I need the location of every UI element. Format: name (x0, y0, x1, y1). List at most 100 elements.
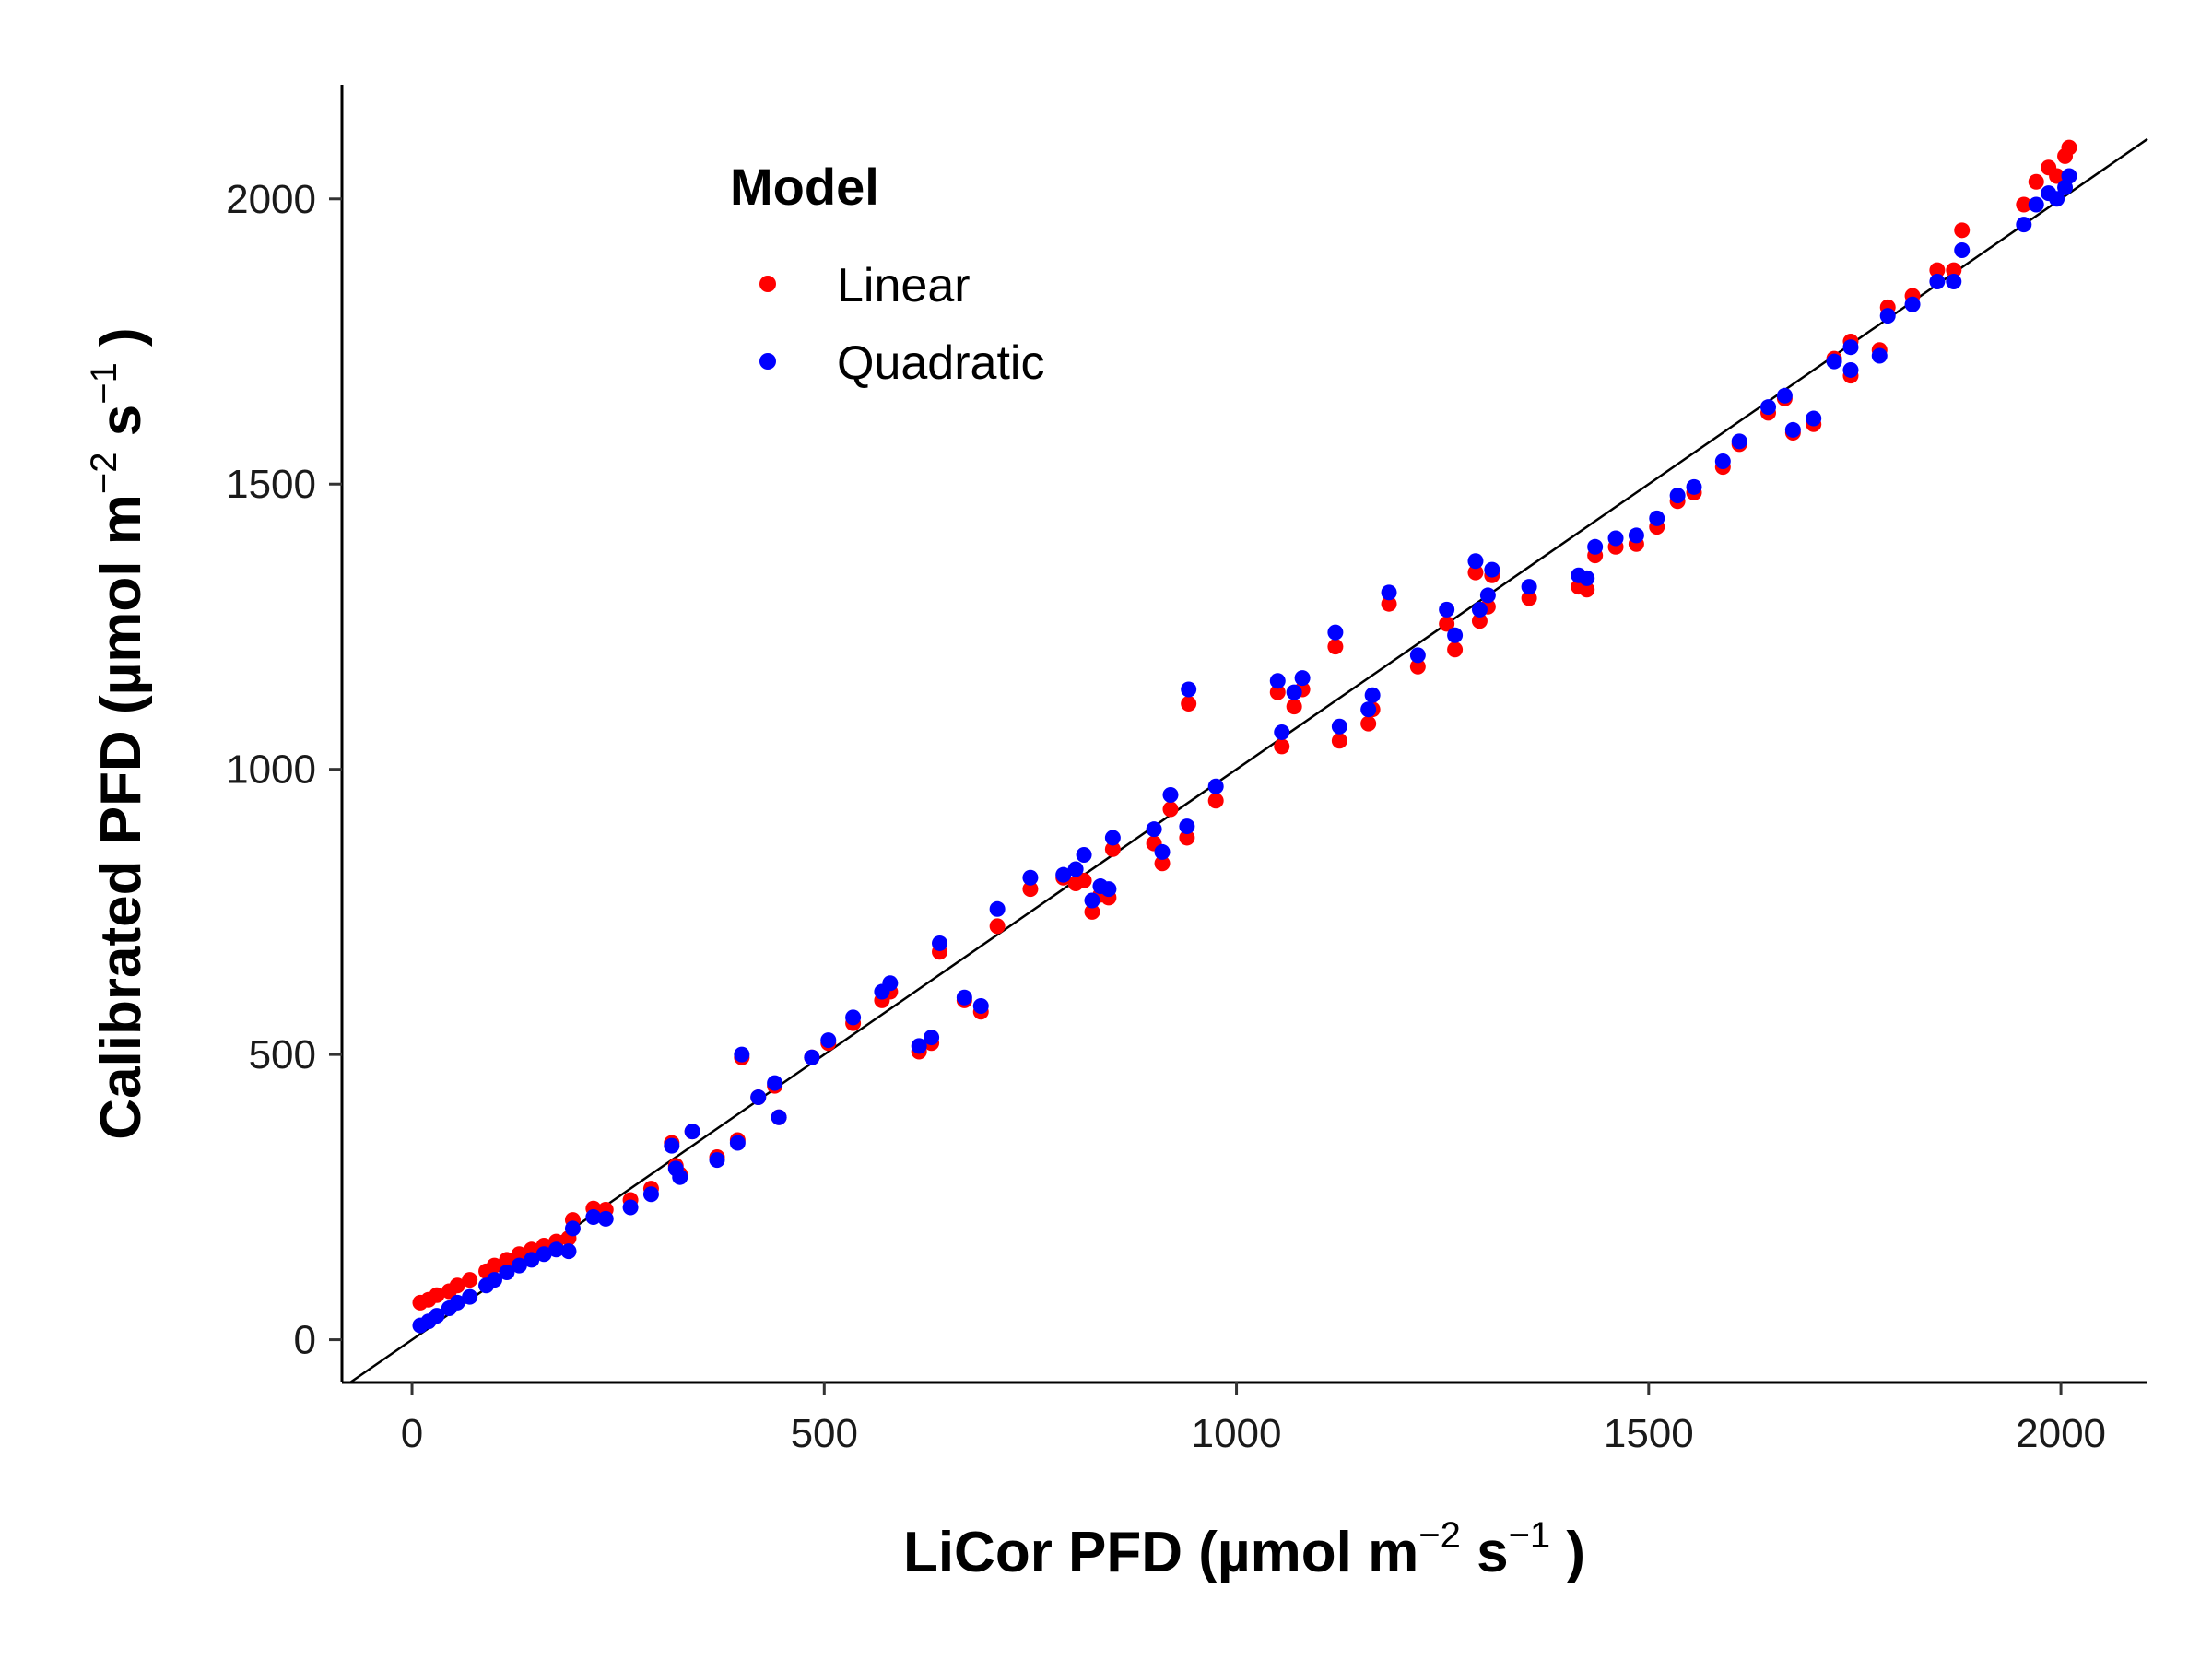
point-linear (1269, 684, 1286, 700)
point-quadratic (956, 989, 972, 1006)
point-linear (1286, 699, 1302, 715)
point-quadratic (1055, 866, 1072, 883)
point-quadratic (535, 1246, 552, 1263)
point-linear (1274, 738, 1290, 755)
point-linear (1929, 262, 1946, 278)
point-quadratic (1467, 553, 1484, 570)
point-quadratic (709, 1152, 725, 1169)
point-quadratic (1100, 881, 1117, 898)
point-quadratic (511, 1257, 527, 1274)
x-tick-label: 2000 (2016, 1411, 2106, 1456)
point-quadratic (734, 1046, 750, 1063)
x-tick-label: 1000 (1192, 1411, 1282, 1456)
point-quadratic (1484, 561, 1500, 578)
legend-title: Model (730, 158, 879, 216)
point-linear (2028, 173, 2044, 190)
legend-label-linear: Linear (837, 259, 971, 312)
axis-ticks: 0 500 1000 1500 2000 0 500 1000 1500 2000 (226, 177, 2106, 1456)
point-linear (1521, 590, 1537, 606)
point-linear (1154, 855, 1171, 872)
point-linear (1327, 639, 1344, 655)
point-quadratic (1954, 241, 1971, 258)
point-linear (1360, 715, 1377, 732)
point-quadratic (1207, 778, 1224, 794)
x-tick-label: 500 (791, 1411, 858, 1456)
point-linear (486, 1257, 502, 1274)
x-tick-label: 1500 (1604, 1411, 1694, 1456)
point-linear (1162, 801, 1179, 818)
point-quadratic (1104, 830, 1121, 846)
point-quadratic (2049, 191, 2065, 207)
point-quadratic (1842, 361, 1859, 378)
point-linear (1409, 658, 1426, 675)
point-quadratic (2061, 168, 2077, 184)
point-quadratic (1607, 530, 1624, 547)
point-quadratic (1826, 353, 1842, 370)
point-quadratic (1084, 892, 1100, 909)
point-linear (499, 1252, 515, 1268)
point-linear (1471, 613, 1488, 629)
legend-key-quadratic (759, 353, 776, 370)
point-linear (429, 1287, 445, 1303)
point-quadratic (804, 1049, 820, 1065)
point-quadratic (1146, 821, 1162, 838)
point-quadratic (2016, 217, 2032, 233)
point-quadratic (2028, 196, 2044, 213)
point-linear (1467, 564, 1484, 581)
point-quadratic (1274, 724, 1290, 740)
legend-label-quadratic: Quadratic (837, 336, 1044, 390)
point-linear (1946, 262, 1962, 278)
point-quadratic (1364, 687, 1381, 703)
point-quadratic (1471, 601, 1488, 618)
y-tick-label: 0 (294, 1318, 316, 1363)
point-quadratic (1360, 701, 1377, 718)
point-quadratic (1154, 843, 1171, 860)
point-quadratic (1806, 410, 1822, 427)
point-linear (2016, 196, 2032, 213)
point-quadratic (1760, 399, 1777, 416)
point-quadratic (429, 1308, 445, 1324)
point-quadratic (564, 1220, 581, 1237)
point-quadratic (1381, 584, 1397, 601)
point-linear (2061, 139, 2077, 156)
point-quadratic (1842, 339, 1859, 356)
point-quadratic (664, 1137, 680, 1154)
point-quadratic (524, 1252, 540, 1268)
point-quadratic (1521, 579, 1537, 595)
point-quadratic (924, 1030, 940, 1046)
point-quadratic (1162, 787, 1179, 804)
point-quadratic (1022, 869, 1039, 886)
point-quadratic (1067, 861, 1084, 877)
point-linear (1447, 641, 1464, 658)
point-quadratic (449, 1294, 465, 1311)
point-quadratic (1946, 274, 1962, 290)
point-quadratic (1649, 510, 1665, 526)
point-linear (1104, 841, 1121, 857)
point-quadratic (1579, 570, 1595, 586)
point-quadratic (767, 1075, 783, 1091)
point-quadratic (1669, 488, 1686, 504)
legend: Model Linear Quadratic (730, 158, 1044, 390)
point-quadratic (1628, 527, 1644, 544)
y-tick-label: 2000 (226, 177, 316, 222)
point-quadratic (1269, 673, 1286, 689)
y-tick-label: 1000 (226, 747, 316, 793)
point-linear (989, 918, 1006, 935)
legend-key-linear (759, 276, 776, 292)
point-quadratic (1479, 587, 1496, 604)
point-linear (1954, 222, 1971, 239)
point-quadratic (1439, 601, 1455, 618)
x-tick-label: 0 (401, 1411, 423, 1456)
point-linear (462, 1272, 478, 1288)
point-quadratic (560, 1243, 577, 1260)
point-quadratic (932, 935, 948, 951)
point-linear (1331, 733, 1347, 749)
y-tick-label: 1500 (226, 462, 316, 507)
point-quadratic (989, 900, 1006, 917)
point-quadratic (1447, 627, 1464, 643)
point-quadratic (1784, 421, 1801, 438)
point-quadratic (642, 1186, 659, 1203)
point-quadratic (1776, 387, 1793, 404)
point-quadratic (1327, 624, 1344, 641)
x-axis-title: LiCor PFD (µmol m−2 s−1 ) (903, 1515, 1585, 1584)
